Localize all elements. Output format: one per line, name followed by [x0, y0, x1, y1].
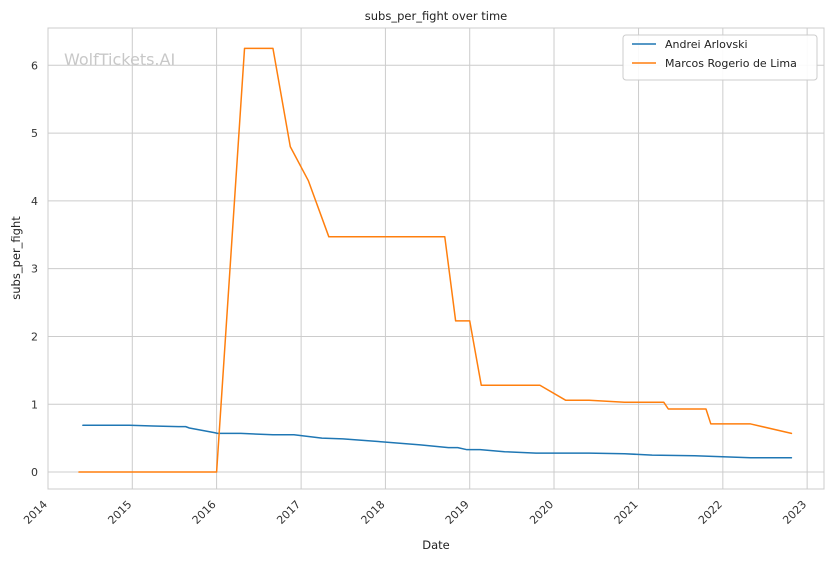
y-tick-label: 2: [31, 330, 38, 343]
legend: Andrei Arlovski Marcos Rogerio de Lima: [622, 34, 818, 81]
chart-title: subs_per_fight over time: [365, 9, 507, 23]
y-tick-label: 1: [31, 398, 38, 411]
y-tick-label: 3: [31, 263, 38, 276]
plot-frame: [47, 27, 825, 490]
legend-box: [622, 34, 818, 81]
y-tick-label: 0: [31, 466, 38, 479]
legend-label-0: Andrei Arlovski: [665, 38, 748, 51]
series-line-1: [78, 47, 793, 473]
series-line-0: [82, 424, 793, 459]
x-axis-title: Date: [422, 538, 450, 552]
y-axis-title: subs_per_fight: [9, 216, 23, 300]
y-tick-label: 4: [31, 195, 38, 208]
series-lines: [78, 47, 793, 473]
watermark-text: WolfTickets.AI: [64, 50, 175, 69]
y-tick-labels: 0 1 2 3 4 5 6: [31, 59, 38, 479]
legend-label-1: Marcos Rogerio de Lima: [665, 57, 797, 70]
plot-area: [48, 28, 824, 489]
y-tick-label: 6: [31, 59, 38, 72]
y-tick-label: 5: [31, 127, 38, 140]
